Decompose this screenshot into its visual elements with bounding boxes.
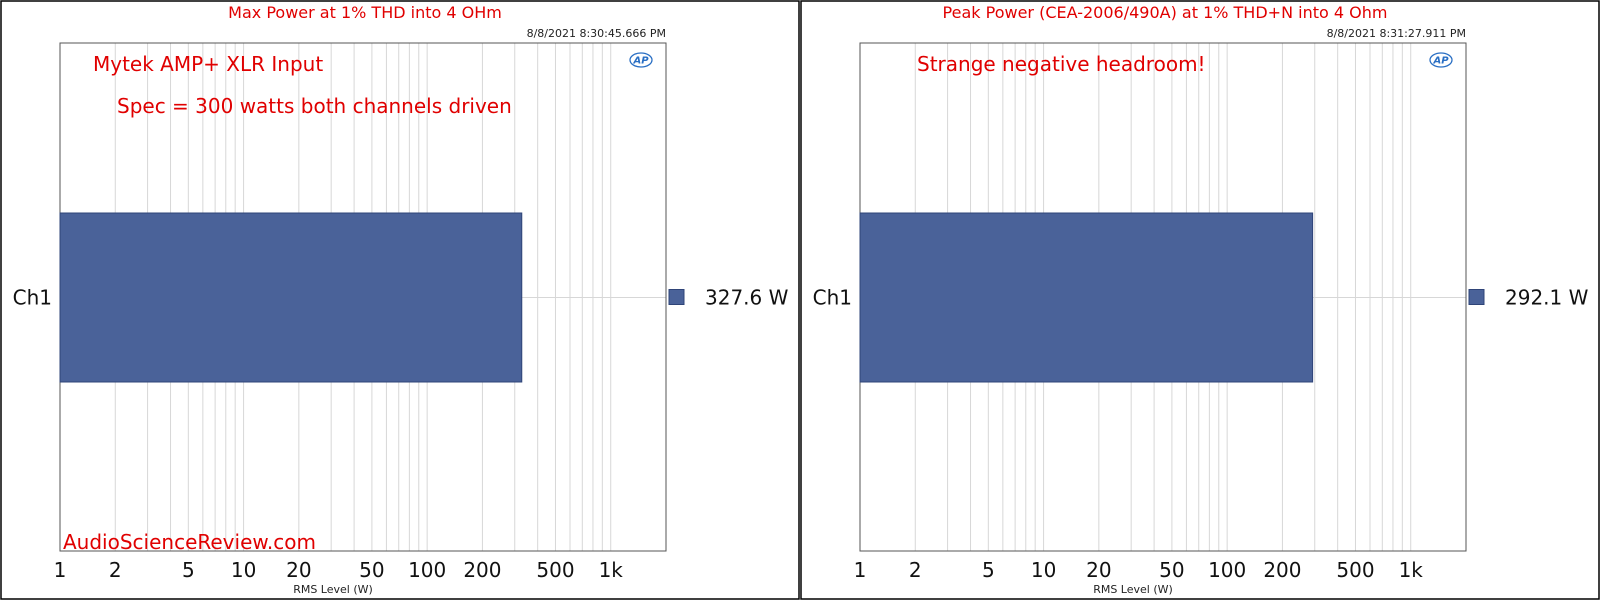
chart-panel-2: Peak Power (CEA-2006/490A) at 1% THD+N i… [800, 0, 1600, 600]
ap-logo-text: AP [632, 56, 649, 67]
ap-logo-icon: AP [629, 52, 653, 68]
timestamp: 8/8/2021 8:31:27.911 PM [1327, 27, 1466, 40]
chart-title: Max Power at 1% THD into 4 OHm [228, 3, 502, 22]
x-tick-label: 5 [182, 558, 195, 582]
x-tick-label: 20 [286, 558, 311, 582]
x-tick-label: 1 [854, 558, 867, 582]
x-tick-label: 2 [909, 558, 922, 582]
category-label-ch1: Ch1 [13, 286, 52, 310]
x-axis-label: RMS Level (W) [293, 583, 373, 596]
ap-logo-ring [629, 52, 653, 68]
x-tick-label: 10 [1031, 558, 1056, 582]
x-tick-label: 1k [599, 558, 624, 582]
timestamp: 8/8/2021 8:30:45.666 PM [527, 27, 666, 40]
x-axis-ticks: 1 2 5 10 20 50 100 200 500 1k [54, 558, 624, 582]
bar-ch1 [859, 212, 1314, 383]
annotation-2: Spec = 300 watts both channels driven [117, 94, 512, 118]
x-axis-ticks: 1 2 5 10 20 50 100 200 500 1k [854, 558, 1424, 582]
x-tick-label: 200 [1263, 558, 1301, 582]
x-tick-label: 10 [231, 558, 256, 582]
legend-marker [1468, 289, 1485, 305]
category-label-ch1: Ch1 [813, 286, 852, 310]
x-tick-label: 50 [1159, 558, 1184, 582]
ap-logo-ring [1429, 52, 1453, 68]
x-tick-label: 200 [463, 558, 501, 582]
x-tick-label: 1 [54, 558, 67, 582]
x-tick-label: 500 [536, 558, 574, 582]
x-tick-label: 1k [1399, 558, 1424, 582]
value-label: 292.1 W [1505, 286, 1589, 310]
watermark: AudioScienceReview.com [63, 530, 316, 554]
ap-logo-text: AP [1432, 56, 1449, 67]
annotation-1: Mytek AMP+ XLR Input [93, 52, 323, 76]
x-tick-label: 100 [1208, 558, 1246, 582]
x-tick-label: 50 [359, 558, 384, 582]
x-tick-label: 5 [982, 558, 995, 582]
value-label: 327.6 W [705, 286, 789, 310]
x-axis-label: RMS Level (W) [1093, 583, 1173, 596]
x-tick-label: 2 [109, 558, 122, 582]
legend-marker [668, 289, 685, 305]
x-tick-label: 20 [1086, 558, 1111, 582]
x-tick-label: 500 [1336, 558, 1374, 582]
ap-logo-icon: AP [1429, 52, 1453, 68]
bar-ch1 [59, 212, 523, 383]
chart-title: Peak Power (CEA-2006/490A) at 1% THD+N i… [943, 3, 1388, 22]
chart-panel-1: Max Power at 1% THD into 4 OHm 8/8/2021 8… [0, 0, 800, 600]
x-tick-label: 100 [408, 558, 446, 582]
annotation-1: Strange negative headroom! [917, 52, 1206, 76]
